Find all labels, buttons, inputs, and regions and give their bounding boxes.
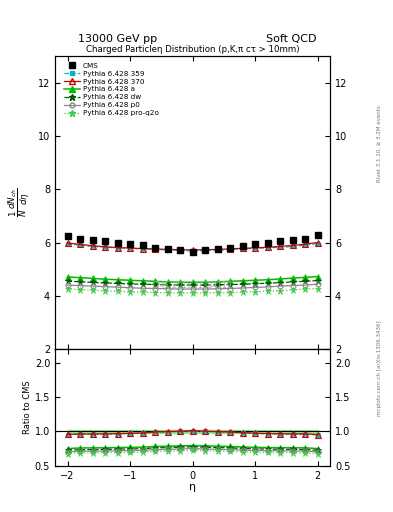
Text: Rivet 3.1.10, ≥ 3.2M events: Rivet 3.1.10, ≥ 3.2M events	[377, 105, 382, 182]
Text: Soft QCD: Soft QCD	[266, 33, 316, 44]
X-axis label: η: η	[189, 482, 196, 492]
Text: 13000 GeV pp: 13000 GeV pp	[78, 33, 158, 44]
Text: CMS_2015_I1384119: CMS_2015_I1384119	[153, 280, 232, 289]
Title: Charged Particleη Distribution (p,K,π cτ > 10mm): Charged Particleη Distribution (p,K,π cτ…	[86, 45, 299, 54]
Y-axis label: Ratio to CMS: Ratio to CMS	[23, 380, 32, 434]
Legend: CMS, Pythia 6.428 359, Pythia 6.428 370, Pythia 6.428 a, Pythia 6.428 dw, Pythia: CMS, Pythia 6.428 359, Pythia 6.428 370,…	[64, 63, 159, 116]
Y-axis label: $\frac{1}{N}\frac{dN_{ch}}{d\eta}$: $\frac{1}{N}\frac{dN_{ch}}{d\eta}$	[7, 188, 32, 218]
Text: mcplots.cern.ch [arXiv:1306.3436]: mcplots.cern.ch [arXiv:1306.3436]	[377, 321, 382, 416]
